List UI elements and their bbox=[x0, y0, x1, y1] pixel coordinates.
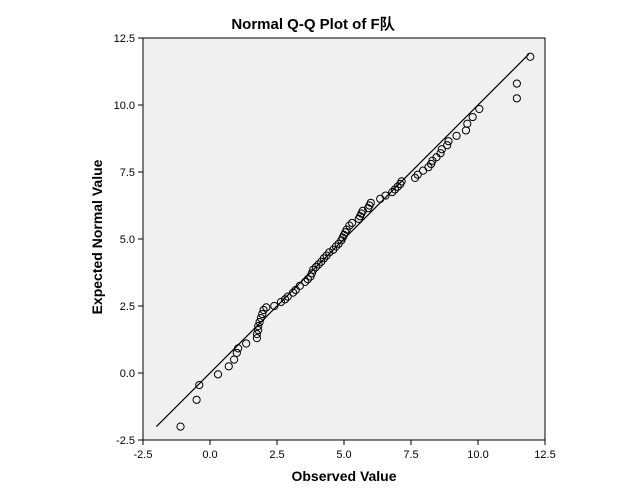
data-point bbox=[366, 198, 375, 207]
data-point bbox=[262, 303, 271, 312]
data-point bbox=[325, 248, 334, 257]
data-point bbox=[319, 254, 328, 263]
x-tick-label: -2.5 bbox=[134, 449, 153, 461]
data-point bbox=[270, 301, 279, 311]
data-point bbox=[301, 277, 310, 286]
data-point bbox=[224, 362, 233, 371]
data-point bbox=[307, 269, 316, 278]
data-point bbox=[259, 305, 268, 315]
data-point bbox=[311, 263, 320, 272]
data-point bbox=[443, 141, 452, 150]
reference-line bbox=[155, 53, 530, 428]
data-point bbox=[512, 94, 521, 103]
data-point bbox=[390, 185, 400, 194]
data-point bbox=[468, 112, 477, 122]
data-point bbox=[463, 119, 472, 128]
data-point bbox=[526, 52, 535, 61]
data-point bbox=[345, 221, 354, 230]
data-point bbox=[358, 206, 367, 215]
data-point bbox=[192, 395, 201, 404]
data-point bbox=[254, 326, 263, 335]
y-axis-label: Expected Normal Value bbox=[89, 159, 105, 314]
data-point bbox=[234, 344, 243, 353]
y-tick-label: 10.0 bbox=[114, 100, 135, 112]
data-point bbox=[252, 330, 261, 339]
y-tick-label: 5.0 bbox=[120, 234, 135, 246]
data-points bbox=[176, 52, 535, 431]
data-point bbox=[393, 182, 402, 191]
data-point bbox=[242, 339, 251, 348]
y-tick-label: 12.5 bbox=[114, 33, 135, 45]
x-tick-label: 10.0 bbox=[467, 449, 488, 461]
data-point bbox=[512, 79, 521, 88]
data-point bbox=[280, 295, 290, 304]
x-tick-label: 2.5 bbox=[269, 449, 284, 461]
data-point bbox=[288, 288, 298, 297]
y-tick-label: 0.0 bbox=[120, 368, 135, 380]
data-point bbox=[283, 292, 292, 301]
chart-title: Normal Q-Q Plot of F队 bbox=[231, 15, 395, 33]
data-point bbox=[276, 297, 286, 307]
y-tick-label: 7.5 bbox=[120, 167, 135, 179]
data-point bbox=[255, 317, 264, 327]
data-point bbox=[331, 242, 341, 251]
y-tick-label: -2.5 bbox=[116, 435, 135, 447]
x-tick-label: 12.5 bbox=[534, 449, 555, 461]
data-point bbox=[314, 260, 323, 269]
data-point bbox=[347, 218, 357, 228]
data-point bbox=[309, 265, 318, 274]
x-tick-label: 7.5 bbox=[403, 449, 418, 461]
data-point bbox=[475, 104, 484, 114]
data-point bbox=[254, 322, 263, 331]
data-point bbox=[295, 281, 304, 290]
data-point bbox=[258, 309, 267, 319]
data-point bbox=[195, 380, 204, 390]
data-point bbox=[303, 275, 312, 284]
data-point bbox=[381, 191, 390, 200]
data-point bbox=[342, 225, 351, 234]
reference-line-layer bbox=[155, 53, 530, 428]
y-axis-ticks: -2.5 0.0 2.5 5.0 7.5 10.0 12.5 bbox=[114, 33, 143, 447]
data-point bbox=[413, 170, 422, 179]
x-axis-ticks: -2.5 0.0 2.5 5.0 7.5 10.0 12.5 bbox=[134, 440, 556, 461]
x-tick-label: 5.0 bbox=[336, 449, 351, 461]
data-point bbox=[452, 131, 461, 140]
data-point bbox=[213, 370, 223, 379]
data-point bbox=[444, 137, 453, 146]
data-point bbox=[232, 348, 241, 357]
data-point bbox=[436, 149, 445, 158]
data-point bbox=[388, 188, 397, 197]
data-point bbox=[397, 177, 406, 186]
data-point bbox=[176, 422, 185, 431]
data-point bbox=[437, 145, 446, 154]
y-tick-label: 2.5 bbox=[120, 301, 135, 313]
x-axis-label: Observed Value bbox=[291, 468, 396, 484]
data-point bbox=[256, 313, 266, 323]
x-tick-label: 0.0 bbox=[202, 449, 217, 461]
data-point bbox=[252, 334, 261, 343]
